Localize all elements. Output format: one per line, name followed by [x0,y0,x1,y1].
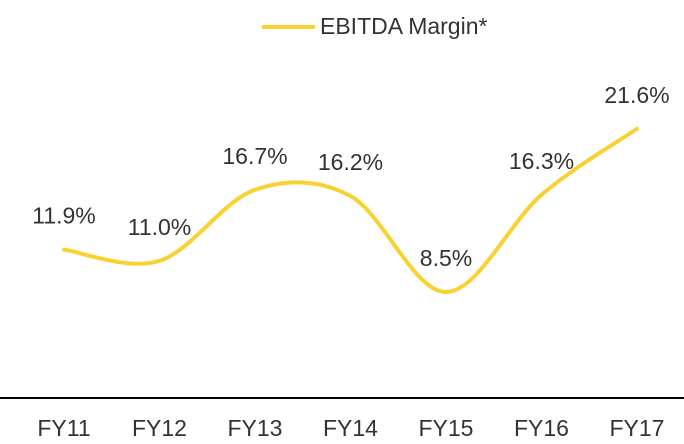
data-label: 8.5% [420,245,472,271]
x-tick-label: FY14 [323,415,378,441]
x-tick-label: FY17 [610,415,665,441]
x-tick-label: FY13 [228,415,283,441]
data-label: 16.2% [318,149,383,175]
line [62,126,639,295]
x-tick-label: FY12 [132,415,187,441]
data-label: 16.7% [222,143,287,169]
data-label: 11.0% [128,214,192,240]
x-tick-label: FY16 [514,415,569,441]
data-label: 16.3% [509,148,574,174]
data-label: 11.9% [32,203,96,229]
x-tick-label: FY11 [37,415,90,441]
data-label: 21.6% [604,82,669,108]
x-tick-label: FY15 [419,415,474,441]
legend-label: EBITDA Margin* [320,13,487,39]
